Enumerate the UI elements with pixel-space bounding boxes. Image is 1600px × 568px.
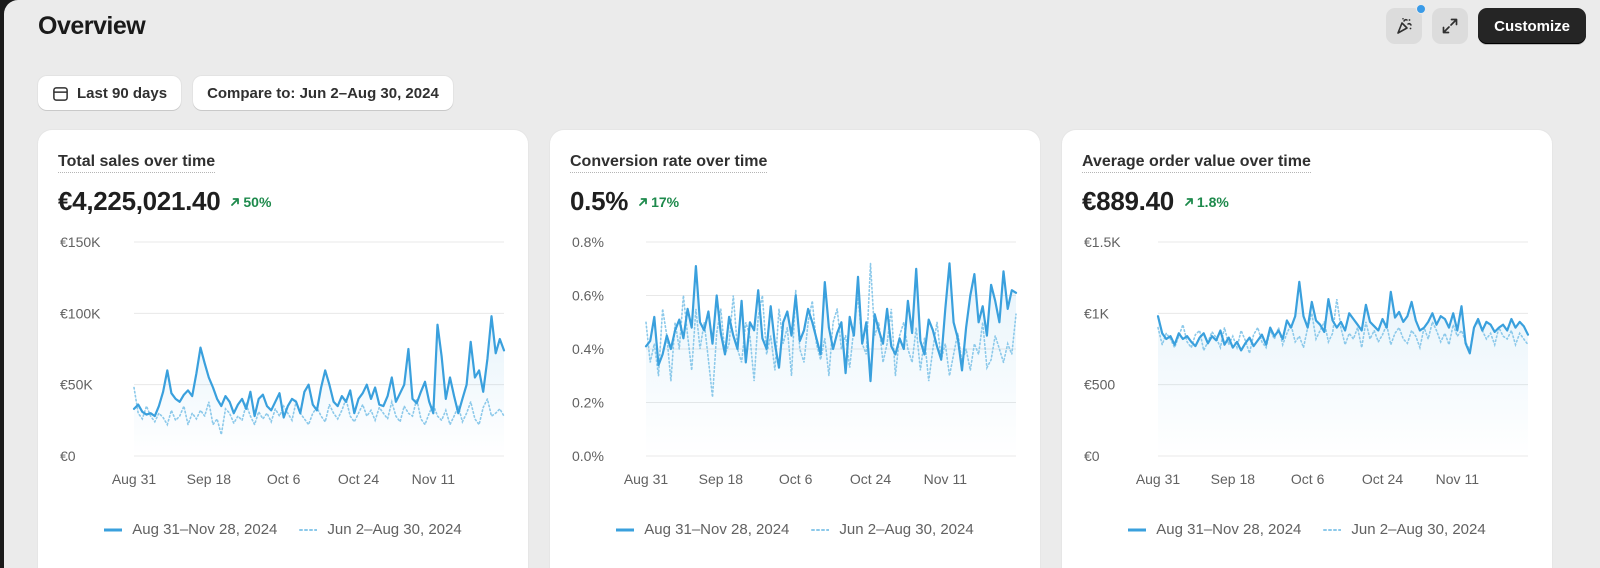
chart-legend: Aug 31–Nov 28, 2024 Jun 2–Aug 30, 2024 bbox=[38, 521, 528, 538]
y-tick-label: €50K bbox=[60, 377, 93, 393]
legend-label: Aug 31–Nov 28, 2024 bbox=[1156, 521, 1302, 538]
x-tick-label: Sep 18 bbox=[187, 471, 232, 487]
legend-item-current[interactable]: Aug 31–Nov 28, 2024 bbox=[1128, 521, 1301, 538]
card-total-sales: Total sales over time €4,225,021.40 50% … bbox=[38, 130, 528, 568]
legend-label: Jun 2–Aug 30, 2024 bbox=[327, 521, 462, 538]
x-tick-label: Oct 24 bbox=[338, 471, 379, 487]
compare-button[interactable]: Compare to: Jun 2–Aug 30, 2024 bbox=[193, 76, 453, 110]
legend-item-previous[interactable]: Jun 2–Aug 30, 2024 bbox=[299, 521, 462, 538]
series-area-fill bbox=[134, 316, 504, 456]
notification-dot bbox=[1416, 4, 1427, 14]
metric-change-value: 1.8% bbox=[1196, 193, 1229, 210]
metric-change-value: 50% bbox=[243, 193, 272, 210]
page-title: Overview bbox=[38, 12, 146, 40]
dotted-line-swatch bbox=[811, 528, 830, 531]
x-tick-label: Oct 6 bbox=[267, 471, 301, 487]
x-tick-label: Aug 31 bbox=[624, 471, 669, 487]
fullscreen-button[interactable] bbox=[1432, 8, 1469, 44]
card-title[interactable]: Average order value over time bbox=[1082, 153, 1311, 173]
line-chart: €0 €500 €1K €1.5K Aug 31 Sep 18 Oct 6 Oct 24 Nov… bbox=[1084, 234, 1530, 487]
metric-row: €4,225,021.40 50% bbox=[58, 186, 271, 217]
y-tick-label: €0 bbox=[60, 448, 76, 464]
chart-legend: Aug 31–Nov 28, 2024 Jun 2–Aug 30, 2024 bbox=[550, 521, 1040, 538]
expand-icon bbox=[1442, 18, 1458, 34]
chart-legend: Aug 31–Nov 28, 2024 Jun 2–Aug 30, 2024 bbox=[1062, 521, 1552, 538]
filter-bar: Last 90 days Compare to: Jun 2–Aug 30, 2… bbox=[38, 76, 453, 110]
date-range-button[interactable]: Last 90 days bbox=[38, 76, 182, 110]
legend-item-current[interactable]: Aug 31–Nov 28, 2024 bbox=[616, 521, 789, 538]
line-chart: €0 €50K €100K €150K Aug 31 Sep 18 Oct 6 Oct 24 N… bbox=[60, 234, 506, 487]
arrow-up-right-icon bbox=[1184, 197, 1193, 206]
card-title[interactable]: Total sales over time bbox=[58, 153, 216, 173]
series-line-current bbox=[1156, 280, 1530, 355]
y-tick-label: €500 bbox=[1084, 377, 1115, 393]
legend-label: Jun 2–Aug 30, 2024 bbox=[1351, 521, 1486, 538]
series-area-fill bbox=[646, 263, 1016, 456]
series-line-previous bbox=[133, 386, 505, 435]
y-tick-label: €1K bbox=[1084, 305, 1110, 321]
date-range-label: Last 90 days bbox=[77, 84, 168, 102]
legend-item-previous[interactable]: Jun 2–Aug 30, 2024 bbox=[811, 521, 974, 538]
solid-line-swatch bbox=[616, 528, 635, 531]
card-conversion-rate: Conversion rate over time 0.5% 17% 0.0% 0… bbox=[550, 130, 1040, 568]
legend-item-current[interactable]: Aug 31–Nov 28, 2024 bbox=[104, 521, 277, 538]
card-title[interactable]: Conversion rate over time bbox=[570, 153, 768, 173]
x-tick-label: Nov 11 bbox=[412, 471, 456, 487]
x-tick-label: Nov 11 bbox=[1436, 471, 1480, 487]
x-tick-label: Oct 24 bbox=[1362, 471, 1403, 487]
series-line-previous bbox=[645, 263, 1017, 398]
y-tick-label: €1.5K bbox=[1084, 234, 1121, 250]
y-tick-label: 0.8% bbox=[572, 234, 604, 250]
y-tick-label: 0.6% bbox=[572, 288, 604, 304]
metric-value: €889.40 bbox=[1082, 186, 1174, 216]
y-tick-label: 0.4% bbox=[572, 341, 604, 357]
y-tick-label: €0 bbox=[1084, 448, 1100, 464]
y-tick-label: 0.0% bbox=[572, 448, 604, 464]
line-chart: 0.0% 0.2% 0.4% 0.6% 0.8% Aug 31 Sep 18 Oct 6 Oct… bbox=[572, 234, 1018, 487]
dotted-line-swatch bbox=[1323, 528, 1342, 531]
card-average-order-value: Average order value over time €889.40 1.… bbox=[1062, 130, 1552, 568]
x-tick-label: Nov 11 bbox=[924, 471, 968, 487]
y-tick-label: 0.2% bbox=[572, 395, 604, 411]
series-line-current bbox=[644, 262, 1018, 383]
legend-label: Jun 2–Aug 30, 2024 bbox=[839, 521, 974, 538]
party-popper-icon bbox=[1397, 18, 1412, 34]
metric-cards: Total sales over time €4,225,021.40 50% … bbox=[38, 130, 1552, 568]
x-tick-label: Aug 31 bbox=[1136, 471, 1181, 487]
legend-label: Aug 31–Nov 28, 2024 bbox=[132, 521, 278, 538]
arrow-up-right-icon bbox=[231, 197, 240, 206]
metric-change: 50% bbox=[230, 194, 271, 210]
x-tick-label: Sep 18 bbox=[699, 471, 744, 487]
y-tick-label: €150K bbox=[60, 234, 101, 250]
analytics-overview: Overview Customize Last bbox=[4, 0, 1600, 568]
metric-change: 1.8% bbox=[1184, 194, 1229, 210]
solid-line-swatch bbox=[1128, 528, 1147, 531]
metric-change: 17% bbox=[638, 194, 679, 210]
x-tick-label: Oct 24 bbox=[850, 471, 891, 487]
x-tick-label: Oct 6 bbox=[1291, 471, 1325, 487]
series-line-current bbox=[132, 315, 506, 419]
legend-item-previous[interactable]: Jun 2–Aug 30, 2024 bbox=[1323, 521, 1486, 538]
arrow-up-right-icon bbox=[639, 197, 647, 206]
celebrate-button[interactable] bbox=[1386, 4, 1427, 44]
calendar-icon bbox=[53, 86, 68, 101]
metric-change-value: 17% bbox=[651, 193, 680, 210]
x-tick-label: Oct 6 bbox=[779, 471, 813, 487]
header-actions: Customize bbox=[1386, 4, 1586, 44]
legend-label: Aug 31–Nov 28, 2024 bbox=[644, 521, 790, 538]
series-area-fill bbox=[1158, 281, 1528, 456]
x-tick-label: Aug 31 bbox=[112, 471, 157, 487]
y-tick-label: €100K bbox=[60, 305, 101, 321]
metric-row: €889.40 1.8% bbox=[1082, 186, 1229, 217]
x-tick-label: Sep 18 bbox=[1211, 471, 1256, 487]
customize-button[interactable]: Customize bbox=[1478, 8, 1586, 44]
metric-value: 0.5% bbox=[570, 186, 629, 216]
metric-row: 0.5% 17% bbox=[570, 186, 679, 217]
dotted-line-swatch bbox=[299, 528, 318, 531]
solid-line-swatch bbox=[104, 528, 123, 531]
metric-value: €4,225,021.40 bbox=[58, 186, 221, 216]
compare-label: Compare to: Jun 2–Aug 30, 2024 bbox=[207, 84, 439, 102]
